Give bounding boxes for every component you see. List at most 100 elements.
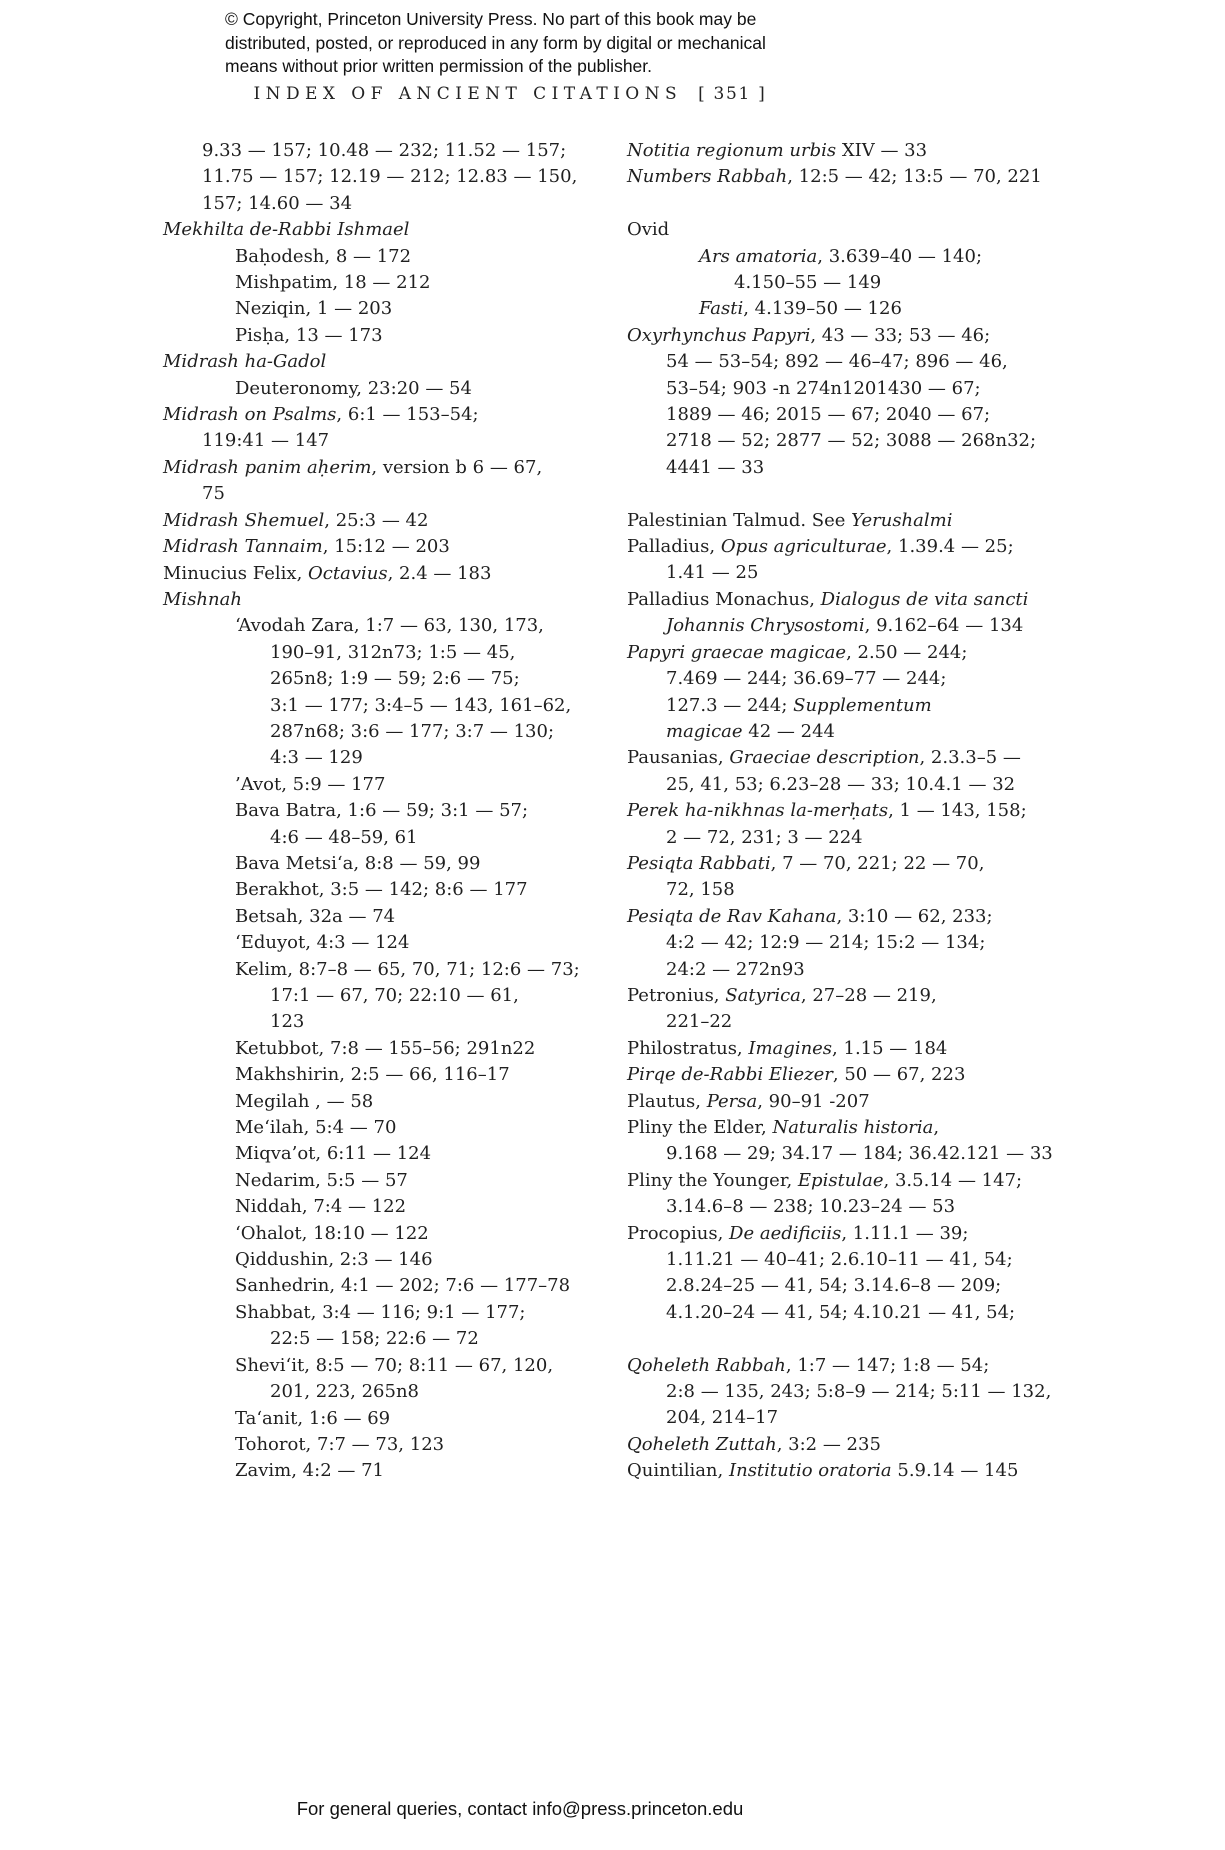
index-line: ‘Avodah Zara, 1:7 — 63, 130, 173, — [235, 615, 544, 637]
index-line: Pesiqta Rabbati, 7 — 70, 221; 22 — 70, — [627, 852, 985, 874]
index-line: Miqva’ot, 6:11 — 124 — [235, 1143, 432, 1165]
index-line: Ars amatoria, 3.639–40 — 140; — [699, 245, 983, 267]
index-line: Qiddushin, 2:3 — 146 — [235, 1249, 433, 1271]
index-line: ’Avot, 5:9 — 177 — [235, 773, 386, 795]
index-line: Neziqin, 1 — 203 — [235, 298, 393, 320]
index-line: Midrash Tannaim, 15:12 — 203 — [163, 536, 450, 558]
index-line: Numbers Rabbah, 12:5 — 42; 13:5 — 70, 22… — [627, 166, 1042, 188]
index-line: Kelim, 8:7–8 — 65, 70, 71; 12:6 — 73; — [235, 958, 580, 980]
index-line: 4.1.20–24 — 41, 54; 4.10.21 — 41, 54; — [666, 1301, 1016, 1323]
index-line: Pirqe de-Rabbi Eliezer, 50 — 67, 223 — [627, 1064, 966, 1086]
index-line: 127.3 — 244; Supplementum — [666, 694, 932, 716]
index-line: 2 — 72, 231; 3 — 224 — [666, 826, 863, 848]
running-head: INDEX OF ANCIENT CITATIONS [ 351 ] — [253, 84, 766, 104]
index-line: Philostratus, Imagines, 1.15 — 184 — [627, 1037, 948, 1059]
index-line: Baḥodesh, 8 — 172 — [235, 245, 412, 267]
index-line: Zavim, 4:2 — 71 — [235, 1460, 384, 1482]
index-line: Bava Batra, 1:6 — 59; 3:1 — 57; — [235, 800, 529, 822]
index-line: 3:1 — 177; 3:4–5 — 143, 161–62, — [270, 694, 572, 716]
index-line: Johannis Chrysostomi, 9.162–64 — 134 — [666, 615, 1024, 637]
index-line: 1889 — 46; 2015 — 67; 2040 — 67; — [666, 404, 991, 426]
index-column-right: Notitia regionum urbis XIV — 33 Numbers R… — [627, 138, 1097, 1485]
index-line: Shabbat, 3:4 — 116; 9:1 — 177; — [235, 1301, 526, 1323]
index-line: 157; 14.60 — 34 — [202, 192, 353, 214]
index-line: 1.41 — 25 — [666, 562, 759, 584]
copyright-line: © Copyright, Princeton University Press.… — [225, 9, 757, 29]
index-line — [627, 1326, 1097, 1352]
index-line: Mishpatim, 18 — 212 — [235, 272, 431, 294]
index-line: Midrash Shemuel, 25:3 — 42 — [163, 509, 429, 531]
index-line: Plautus, Persa, 90–91 -207 — [627, 1090, 870, 1112]
index-line: Makhshirin, 2:5 — 66, 116–17 — [235, 1064, 510, 1086]
index-line: Oxyrhynchus Papyri, 43 — 33; 53 — 46; — [627, 324, 991, 346]
index-line: 9.33 — 157; 10.48 — 232; 11.52 — 157; — [202, 140, 567, 161]
index-line: 25, 41, 53; 6.23–28 — 33; 10.4.1 — 32 — [666, 773, 1016, 795]
index-line: Midrash on Psalms, 6:1 — 153–54; — [163, 404, 479, 426]
index-line: 204, 214–17 — [666, 1407, 779, 1429]
index-line: Qoheleth Zuttah, 3:2 — 235 — [627, 1433, 881, 1455]
page-number: [ 351 ] — [698, 84, 767, 104]
index-line: 1.11.21 — 40–41; 2.6.10–11 — 41, 54; — [666, 1249, 1013, 1271]
index-line: 4:2 — 42; 12:9 — 214; 15:2 — 134; — [666, 932, 986, 954]
index-line: 22:5 — 158; 22:6 — 72 — [270, 1328, 479, 1350]
index-line: Ketubbot, 7:8 — 155–56; 291n22 — [235, 1037, 536, 1059]
index-line: 119:41 — 147 — [202, 430, 330, 452]
index-line: Palladius, Opus agriculturae, 1.39.4 — 2… — [627, 536, 1014, 558]
index-line: 4.150–55 — 149 — [734, 272, 882, 294]
index-line: Pliny the Elder, Naturalis historia, — [627, 1117, 940, 1138]
index-line: Berakhot, 3:5 — 142; 8:6 — 177 — [235, 879, 528, 901]
index-line: Palladius Monachus, Dialogus de vita san… — [627, 588, 1029, 610]
index-line: Procopius, De aedificiis, 1.11.1 — 39; — [627, 1222, 969, 1244]
copyright-notice: © Copyright, Princeton University Press.… — [225, 8, 865, 79]
footer-contact: For general queries, contact info@press.… — [296, 1798, 744, 1819]
index-line: 2:8 — 135, 243; 5:8–9 — 214; 5:11 — 132, — [666, 1381, 1052, 1403]
index-line: 7.469 — 244; 36.69–77 — 244; — [666, 668, 947, 690]
index-line: Midrash panim aḥerim, version b 6 — 67, — [163, 456, 543, 478]
index-line: Nedarim, 5:5 — 57 — [235, 1169, 408, 1191]
index-line: 4441 — 33 — [666, 456, 765, 478]
index-line: ‘Ohalot, 18:10 — 122 — [235, 1222, 429, 1244]
index-line: Pliny the Younger, Epistulae, 3.5.14 — 1… — [627, 1169, 1023, 1191]
copyright-line: means without prior written permission o… — [225, 56, 653, 76]
index-line: 72, 158 — [666, 879, 735, 901]
index-line: Palestinian Talmud. See Yerushalmi — [627, 509, 953, 531]
index-line: Me‘ilah, 5:4 — 70 — [235, 1117, 397, 1139]
index-line: Perek ha-nikhnas la-merḥats, 1 — 143, 15… — [627, 800, 1027, 822]
index-line — [627, 191, 1097, 217]
index-line: Pesiqta de Rav Kahana, 3:10 — 62, 233; — [627, 905, 993, 927]
index-line: Minucius Felix, Octavius, 2.4 — 183 — [163, 562, 492, 584]
index-line: 265n8; 1:9 — 59; 2:6 — 75; — [270, 668, 520, 690]
index-line: Mishnah — [163, 588, 242, 610]
index-line: Pisḥa, 13 — 173 — [235, 324, 383, 346]
index-line: 54 — 53–54; 892 — 46–47; 896 — 46, — [666, 351, 1008, 373]
index-line: Qoheleth Rabbah, 1:7 — 147; 1:8 — 54; — [627, 1354, 990, 1376]
index-line: Bava Metsi‘a, 8:8 — 59, 99 — [235, 852, 481, 874]
index-line: 221–22 — [666, 1011, 733, 1033]
index-line: 24:2 — 272n93 — [666, 958, 805, 980]
index-line: Sanhedrin, 4:1 — 202; 7:6 — 177–78 — [235, 1275, 571, 1297]
index-line: 190–91, 312n73; 1:5 — 45, — [270, 641, 516, 663]
index-line: 9.168 — 29; 34.17 — 184; 36.42.121 — 33 — [666, 1143, 1053, 1165]
index-line: Shevi‘it, 8:5 — 70; 8:11 — 67, 120, — [235, 1354, 554, 1376]
index-line: Mekhilta de-Rabbi Ishmael — [163, 219, 410, 241]
index-line: Notitia regionum urbis XIV — 33 — [627, 140, 928, 161]
index-line: 123 — [270, 1011, 305, 1033]
index-line: 3.14.6–8 — 238; 10.23–24 — 53 — [666, 1196, 956, 1218]
index-line: 75 — [202, 483, 225, 505]
index-line: Fasti, 4.139–50 — 126 — [699, 298, 902, 320]
index-line: Quintilian, Institutio oratoria 5.9.14 —… — [627, 1460, 1019, 1482]
page-title: INDEX OF ANCIENT CITATIONS — [253, 84, 683, 104]
index-line — [627, 481, 1097, 507]
index-line: 2.8.24–25 — 41, 54; 3.14.6–8 — 209; — [666, 1275, 1002, 1297]
index-line: 4:6 — 48–59, 61 — [270, 826, 418, 848]
index-line: 4:3 — 129 — [270, 747, 363, 769]
index-line: Papyri graecae magicae, 2.50 — 244; — [627, 641, 968, 663]
index-line: Pausanias, Graeciae description, 2.3.3–5… — [627, 747, 1021, 769]
index-column-left: 9.33 — 157; 10.48 — 232; 11.52 — 157; 11.… — [163, 138, 593, 1485]
index-line: 53–54; 903 -n 274n1201430 — 67; — [666, 377, 981, 399]
index-line: magicae 42 — 244 — [666, 720, 835, 742]
index-line: Ovid — [627, 219, 670, 241]
index-line: Midrash ha-Gadol — [163, 351, 327, 373]
index-line: 11.75 — 157; 12.19 — 212; 12.83 — 150, — [202, 166, 578, 188]
index-line: Deuteronomy, 23:20 — 54 — [235, 377, 472, 399]
